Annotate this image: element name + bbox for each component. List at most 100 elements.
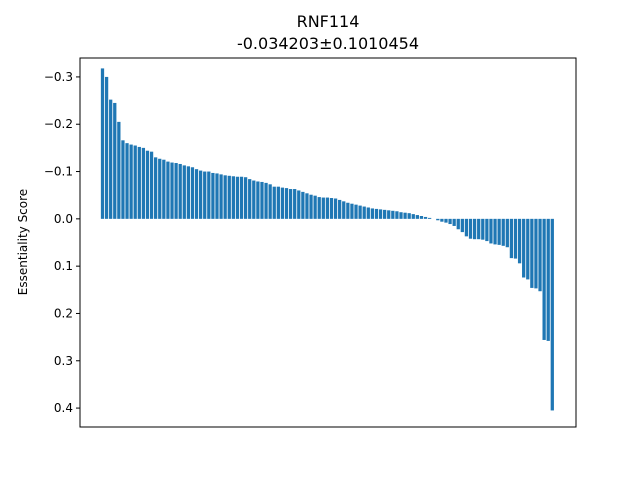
bar: [456, 218, 460, 230]
y-tick-label: 0.0: [54, 212, 73, 226]
y-tick-label: −0.1: [44, 165, 73, 179]
y-tick-label: 0.3: [54, 354, 73, 368]
bar: [121, 140, 125, 219]
bar: [436, 218, 440, 221]
bar: [321, 197, 325, 219]
bar: [542, 218, 546, 340]
bar: [154, 157, 158, 219]
bar: [199, 170, 203, 219]
bar: [276, 186, 280, 219]
bar: [358, 205, 362, 219]
bar: [468, 218, 473, 239]
bar: [472, 218, 477, 240]
bar: [239, 176, 244, 219]
bar: [305, 193, 309, 219]
bar: [489, 218, 493, 244]
bar: [280, 187, 285, 219]
bar: [383, 209, 387, 219]
bar: [170, 162, 174, 219]
bar: [395, 211, 399, 219]
y-axis-label: Essentiality Score: [16, 189, 30, 295]
bar: [297, 190, 301, 219]
bar: [309, 194, 313, 219]
bar: [268, 184, 272, 219]
bar: [252, 180, 256, 219]
bar: [522, 218, 526, 278]
bar: [186, 166, 191, 219]
bar: [333, 198, 338, 219]
bar: [260, 181, 264, 219]
bar: [444, 218, 448, 223]
bar: [219, 174, 223, 219]
bar: [288, 189, 293, 219]
bar: [509, 218, 514, 259]
chart-title: RNF114: [297, 12, 360, 31]
bar: [362, 206, 366, 219]
y-axis: −0.3 −0.2 −0.1 0.0 0.1 0.2 0.3 0.4: [44, 70, 80, 415]
bar: [338, 199, 342, 219]
bar: [166, 161, 170, 219]
bar: [407, 213, 411, 219]
bar: [387, 210, 391, 219]
bar: [145, 150, 150, 219]
bar: [513, 218, 518, 259]
bar: [460, 218, 464, 233]
bar: [517, 218, 522, 264]
chart-subtitle: -0.034203±0.1010454: [237, 34, 419, 53]
bar: [317, 197, 321, 219]
bar: [534, 218, 538, 289]
bar: [129, 144, 133, 219]
bar: [174, 163, 178, 219]
bar: [354, 204, 358, 219]
bar: [419, 216, 424, 219]
bar: [293, 189, 297, 219]
bar: [391, 210, 395, 219]
bar: [403, 212, 407, 219]
bar: [178, 163, 182, 219]
bar: [497, 218, 501, 245]
bar: [448, 218, 452, 225]
bar: [125, 143, 129, 219]
bar: [526, 218, 530, 280]
bar: [452, 218, 456, 226]
bar: [427, 217, 432, 219]
bar: [223, 175, 227, 219]
bar: [162, 159, 166, 219]
bar: [215, 173, 219, 219]
bar: [399, 212, 403, 219]
bar: [194, 169, 199, 219]
bar: [550, 218, 554, 411]
y-tick-label: 0.2: [54, 306, 73, 320]
bar: [325, 197, 330, 219]
bar: [248, 179, 252, 219]
bar: [203, 171, 207, 219]
bar: [423, 216, 428, 219]
bar: [100, 68, 105, 219]
bar: [505, 218, 509, 248]
bar: [158, 158, 162, 219]
bar: [493, 218, 497, 245]
bar: [370, 208, 375, 219]
bar: [342, 201, 346, 219]
bar: [137, 146, 141, 219]
bar: [415, 215, 419, 219]
bar: [464, 218, 469, 237]
bar: [235, 176, 240, 219]
bar: [264, 182, 268, 219]
bar: [366, 207, 370, 219]
bar: [501, 218, 505, 246]
bar: [272, 186, 276, 219]
bar: [411, 214, 415, 219]
bar: [313, 195, 317, 219]
bar: [301, 191, 305, 219]
y-tick-label: 0.1: [54, 259, 73, 273]
bar: [481, 218, 485, 240]
bar: [133, 145, 137, 219]
bar: [243, 177, 248, 219]
bar: [538, 218, 542, 292]
bar: [149, 151, 154, 219]
bar: [182, 165, 186, 219]
bar: [485, 218, 489, 242]
bar: [346, 202, 350, 219]
